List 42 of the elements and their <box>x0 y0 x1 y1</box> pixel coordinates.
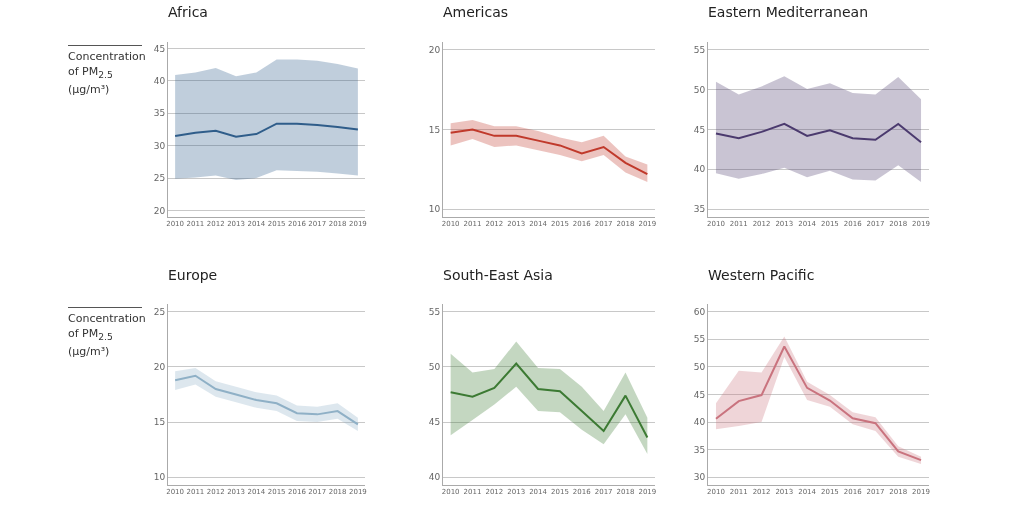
y-axis-title: Concentration of PM$_{2.5}$ (µg/m³) <box>68 49 146 98</box>
y-tick-label: 45 <box>153 43 166 54</box>
y-tick-label: 10 <box>428 204 441 215</box>
y-tick-label: 40 <box>428 472 441 483</box>
y-tick-label: 45 <box>428 417 441 428</box>
chart-title: Western Pacific <box>708 266 815 283</box>
y-tick-label: 35 <box>693 444 706 455</box>
y-tick-label: 25 <box>153 306 166 317</box>
y-tick-label: 55 <box>693 45 706 56</box>
line-series <box>449 128 649 176</box>
y-tick-label: 50 <box>693 84 706 95</box>
y-tick-label: 40 <box>693 417 706 428</box>
y-tick-label: 30 <box>693 472 706 483</box>
chart-title: Europe <box>168 266 218 283</box>
y-tick-label: 50 <box>693 362 706 373</box>
y-tick-label: 25 <box>153 173 166 184</box>
line-series <box>174 122 359 138</box>
y-tick-label: 20 <box>428 45 441 56</box>
y-tick-label: 55 <box>693 334 706 345</box>
y-tick-label: 15 <box>428 124 441 135</box>
y-tick-label: 45 <box>693 124 706 135</box>
chart-title: Americas <box>443 4 509 21</box>
y-tick-label: 60 <box>693 306 706 317</box>
line-series <box>449 362 649 439</box>
y-axis-title: Concentration of PM$_{2.5}$ (µg/m³) <box>68 311 146 360</box>
chart-title: Africa <box>168 4 208 21</box>
chart-title: Eastern Mediterranean <box>708 4 869 21</box>
y-tick-label: 45 <box>693 389 706 400</box>
chart-title: South-East Asia <box>443 266 553 283</box>
y-tick-label: 40 <box>693 164 706 175</box>
line-series <box>714 122 923 144</box>
y-tick-label: 40 <box>153 76 166 87</box>
y-tick-label: 30 <box>153 140 166 151</box>
y-tick-label: 20 <box>153 362 166 373</box>
y-tick-label: 10 <box>153 472 166 483</box>
y-tick-label: 50 <box>428 362 441 373</box>
y-tick-label: 15 <box>153 417 166 428</box>
y-tick-label: 35 <box>693 204 706 215</box>
y-tick-label: 35 <box>153 108 166 119</box>
y-tick-label: 20 <box>153 205 166 216</box>
y-tick-label: 55 <box>428 306 441 317</box>
line-series <box>174 374 359 426</box>
